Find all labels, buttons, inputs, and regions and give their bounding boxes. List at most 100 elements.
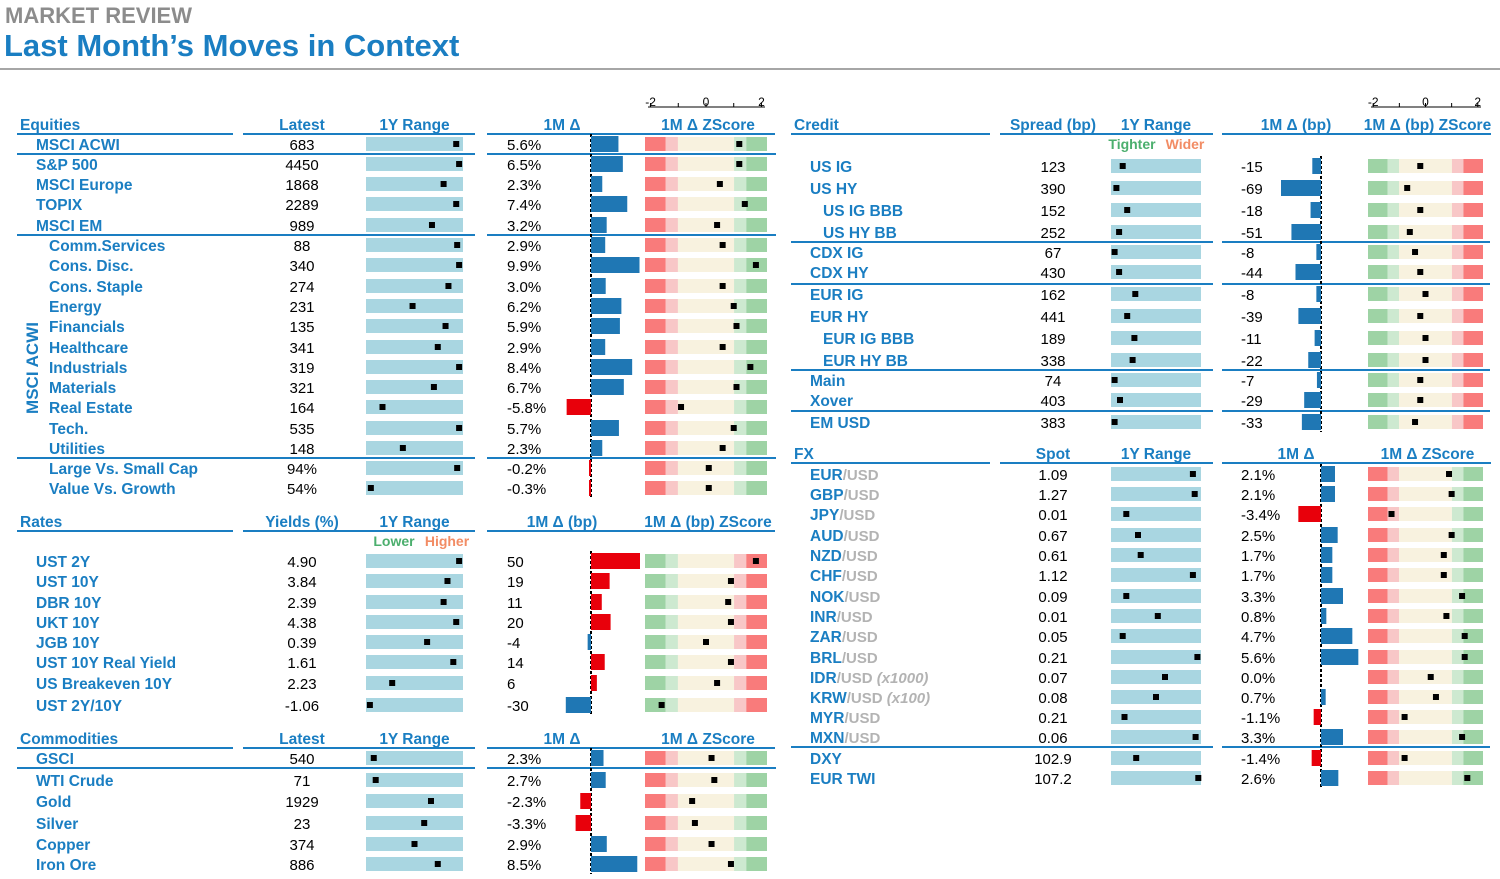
fx-row-eur-twi-zscore-marker — [1464, 775, 1471, 781]
commodities-row-copper-zscore-band — [645, 837, 666, 851]
fx-row-dxy-zscore-band — [1387, 751, 1400, 765]
commodities-row-gsci-zscore-band — [665, 751, 678, 765]
commodities-row-copper-change: 2.9% — [507, 837, 541, 854]
equities-row-cons-staple-zscore-marker — [719, 283, 726, 289]
fx-row-zar-usd-change: 4.7% — [1241, 629, 1275, 646]
equities-row-large-vs-small-cap-range-marker — [454, 465, 461, 471]
credit-row-us-hy-zscore-band — [1399, 181, 1452, 195]
fx-row-inr-usd-latest: 0.01 — [1038, 609, 1067, 626]
fx-row-inr-usd-change: 0.8% — [1241, 609, 1275, 626]
equities-row-value-vs-growth-zscore-band — [665, 481, 678, 495]
fx-row-chf-usd-zscore-band — [1463, 568, 1483, 582]
fx-row-dxy-range-marker — [1133, 755, 1140, 761]
fx-row-inr-usd-name: INR/USD — [810, 609, 873, 626]
fx-row-idr-usd-range-marker — [1162, 674, 1168, 680]
credit-row-eur-hy-zscore-band — [1451, 309, 1464, 323]
equities-row-energy-zscore-band — [677, 299, 735, 313]
equities-row-msci-em-range-bar — [366, 218, 463, 232]
fx-row-myr-usd-zscore-band — [1399, 710, 1452, 724]
credit-row-main-range-bar — [1111, 373, 1201, 387]
fx-latest-header: Spot — [1036, 446, 1070, 463]
rates-row-dbr-10y-zscore-band — [665, 595, 678, 609]
commodities-row-silver-range-marker — [421, 820, 428, 826]
fx-row-myr-usd-change-bar — [1313, 709, 1321, 725]
fx-row-aud-usd-range-bar — [1111, 528, 1201, 542]
rates-legend-high: Higher — [425, 533, 470, 549]
commodities-row-copper-name: Copper — [36, 837, 90, 854]
equities-row-cons-staple-latest: 274 — [289, 279, 314, 296]
fx-row-idr-usd-zscore-band — [1463, 670, 1483, 684]
equities-row-cons-staple-zscore-band — [665, 279, 678, 293]
credit-row-em-usd-name: EM USD — [810, 415, 870, 432]
equities-row-msci-em-range-marker — [428, 222, 435, 228]
equities-row-industrials-zscore-band — [645, 360, 666, 374]
equities-row-utilities-range-bar — [366, 441, 463, 455]
rates-row-jgb-10y-range-bar — [366, 635, 463, 649]
fx-row-dxy-name: DXY — [810, 751, 843, 768]
rates-row-us-breakeven-10y-zscore-marker — [714, 680, 721, 686]
credit-row-eur-hy-bb-zscore-band — [1387, 353, 1400, 367]
credit-row-xover-zscore-band — [1399, 393, 1452, 407]
credit-header: Credit — [794, 117, 839, 134]
rates-row-ust-10y-real-yield-zscore-band — [734, 655, 747, 669]
equities-row-msci-em-zscore-band — [665, 218, 678, 232]
credit-zscore-tick-label: 0 — [1422, 95, 1429, 109]
rates-row-ust-2y-zscore-band — [665, 554, 678, 568]
fx-row-brl-usd-latest: 0.21 — [1038, 650, 1067, 667]
fx-row-myr-usd-range-bar — [1111, 710, 1201, 724]
rates-row-ust-10y-range-marker — [444, 578, 451, 584]
rates-row-ust-10y-change: 19 — [507, 574, 524, 591]
fx-row-chf-usd-range-bar — [1111, 568, 1201, 582]
credit-row-us-ig-change-bar — [1312, 158, 1321, 174]
fx-row-idr-usd-note: (x1000) — [873, 670, 929, 687]
fx-row-brl-usd-range-bar — [1111, 650, 1201, 664]
fx-header: FX — [794, 446, 814, 463]
equities-row-topix-zscore-band — [734, 197, 747, 211]
equities-row-cons-staple-zscore-band — [734, 279, 747, 293]
credit-row-cdx-ig-name: CDX IG — [810, 245, 863, 262]
equities-row-energy-change: 6.2% — [507, 299, 541, 316]
fx-row-mxn-usd-range-marker — [1192, 734, 1199, 740]
credit-row-us-hy-bb-change-bar — [1291, 224, 1321, 240]
credit-row-xover-zscore-band — [1463, 393, 1483, 407]
equities-row-real-estate-latest: 164 — [289, 400, 314, 417]
fx-row-inr-usd-zscore-band — [1387, 609, 1400, 623]
credit-row-main-name: Main — [810, 373, 845, 390]
rates-row-jgb-10y-latest: 0.39 — [287, 635, 316, 652]
rates-row-ust-10y-real-yield-change-bar — [591, 654, 605, 670]
fx-row-nok-usd-change: 3.3% — [1241, 589, 1275, 606]
commodities-row-silver-zscore-band — [645, 816, 666, 830]
credit-row-main-change: -7 — [1241, 373, 1254, 390]
credit-row-us-hy-bb-zscore-band — [1368, 225, 1388, 239]
fx-row-idr-usd-zscore-marker — [1427, 674, 1434, 680]
equities-row-financials-latest: 135 — [289, 319, 314, 336]
fx-row-eur-usd-name: EUR/USD — [810, 467, 879, 484]
equities-row-comm-services-zscore-band — [734, 238, 747, 252]
equities-row-financials-range-bar — [366, 319, 463, 333]
fx-row-nzd-usd-range-bar — [1111, 548, 1201, 562]
commodities-row-copper-range-marker — [411, 841, 418, 847]
credit-row-us-ig-bbb-name: US IG BBB — [823, 203, 903, 220]
rates-row-ust-10y-range-bar — [366, 574, 463, 588]
fx-row-nzd-usd-change-bar — [1321, 547, 1333, 563]
fx-row-idr-usd-zscore-band — [1451, 670, 1464, 684]
rates-row-ust-2y-10y-latest: -1.06 — [285, 698, 319, 715]
rates-row-us-breakeven-10y-change-bar — [591, 675, 597, 691]
fx-row-eur-usd-zscore-band — [1387, 467, 1400, 481]
rates-row-ust-2y-change: 50 — [507, 554, 524, 571]
equities-row-utilities-latest: 148 — [289, 441, 314, 458]
fx-row-myr-usd-latest: 0.21 — [1038, 710, 1067, 727]
commodities-row-gsci-name: GSCI — [36, 751, 74, 768]
fx-row-brl-usd-change: 5.6% — [1241, 650, 1275, 667]
title-divider — [0, 68, 1500, 70]
credit-row-eur-ig-change: -8 — [1241, 287, 1254, 304]
credit-row-us-ig-bbb-zscore-band — [1463, 203, 1483, 217]
fx-row-inr-usd-change-bar — [1321, 608, 1327, 624]
equities-row-cons-disc-zscore-band — [677, 258, 735, 272]
equities-row-msci-europe-zscore-band — [645, 177, 666, 191]
fx-row-eur-usd-zscore-band — [1463, 467, 1483, 481]
credit-row-eur-ig-zscore-band — [1387, 287, 1400, 301]
fx-row-mxn-usd-zscore-marker — [1459, 734, 1466, 740]
rates-row-ust-2y-10y-zscore-band — [665, 698, 678, 712]
equities-row-tech-zscore-band — [734, 421, 747, 435]
